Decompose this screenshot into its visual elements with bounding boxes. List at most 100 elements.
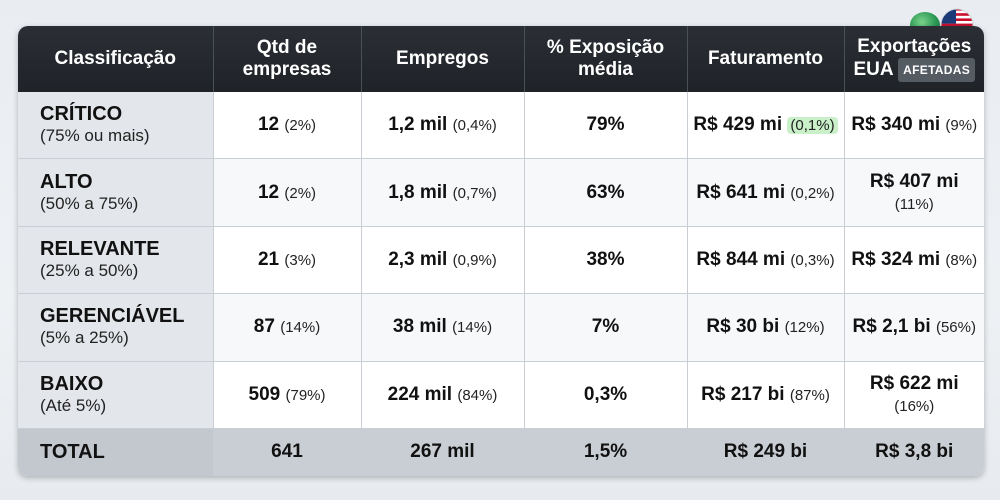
header-exportacoes-label: Exportações EUA — [853, 36, 972, 81]
total-row: TOTAL 641 267 mil 1,5% R$ 249 bi R$ 3,8 … — [18, 428, 984, 476]
header-empregos: Empregos — [361, 26, 525, 92]
cell-pct: (87%) — [789, 386, 830, 404]
cell-pct: (0,7%) — [452, 184, 497, 202]
cell-exposicao: 7% — [524, 293, 688, 362]
header-qtd-empresas: Qtd de empresas — [213, 26, 362, 92]
cell-empregos: 2,3 mil (0,9%) — [361, 226, 525, 295]
row-classificacao: GERENCIÁVEL (5% a 25%) — [18, 293, 214, 362]
row-name: RELEVANTE — [40, 237, 160, 260]
row-range: (50% a 75%) — [40, 193, 139, 213]
cell-qtd: 21 (3%) — [213, 226, 362, 295]
cell-value: R$ 641 mi — [696, 181, 786, 203]
row-range: (75% ou mais) — [40, 126, 150, 146]
row-classificacao: ALTO (50% a 75%) — [18, 158, 214, 227]
cell-value: R$ 30 bi — [706, 316, 780, 338]
header-row: Classificação Qtd de empresas Empregos %… — [18, 26, 984, 92]
cell-exposicao: 63% — [524, 158, 688, 227]
cell-exportacoes: R$ 622 mi (16%) — [844, 361, 984, 429]
table-row: GERENCIÁVEL (5% a 25%) 87 (14%) 38 mil (1… — [18, 293, 984, 362]
cell-pct: (8%) — [945, 251, 978, 269]
cell-pct: (12%) — [784, 319, 825, 337]
cell-faturamento: R$ 30 bi (12%) — [687, 293, 845, 362]
row-range: (5% a 25%) — [40, 328, 129, 348]
cell-faturamento: R$ 217 bi (87%) — [687, 361, 845, 429]
cell-value: R$ 844 mi — [696, 248, 786, 270]
cell-exposicao: 0,3% — [524, 361, 688, 429]
header-classificacao: Classificação — [18, 26, 214, 92]
cell-pct-highlight: (0,1%) — [787, 117, 838, 135]
cell-pct: (14%) — [280, 319, 321, 337]
cell-pct: (16%) — [894, 397, 935, 415]
cell-value: 509 — [248, 383, 281, 405]
row-classificacao: BAIXO (Até 5%) — [18, 361, 214, 429]
cell-value: 12 — [257, 181, 280, 203]
table-row: CRÍTICO (75% ou mais) 12 (2%) 1,2 mil (0,… — [18, 92, 984, 160]
header-faturamento: Faturamento — [687, 26, 845, 92]
cell-pct: (2%) — [284, 184, 317, 202]
row-classificacao: RELEVANTE (25% a 50%) — [18, 226, 214, 295]
cell-exportacoes: R$ 340 mi (9%) — [844, 92, 984, 160]
row-range: (Até 5%) — [40, 395, 107, 415]
cell-value: 12 — [257, 114, 280, 136]
cell-value: R$ 340 mi — [851, 114, 941, 136]
cell-faturamento: R$ 641 mi (0,2%) — [687, 158, 845, 227]
cell-pct: (56%) — [935, 319, 976, 337]
cell-qtd: 87 (14%) — [213, 293, 362, 362]
cell-exportacoes: R$ 324 mi (8%) — [844, 226, 984, 295]
cell-value: 1,8 mil — [388, 181, 448, 203]
total-qtd: 641 — [213, 428, 362, 476]
cell-qtd: 12 (2%) — [213, 158, 362, 227]
cell-pct: (0,4%) — [452, 117, 497, 135]
table-row: BAIXO (Até 5%) 509 (79%) 224 mil (84%) 0,… — [18, 361, 984, 429]
cell-pct: (79%) — [285, 386, 326, 404]
header-exposicao: % Exposição média — [524, 26, 688, 92]
cell-pct: (3%) — [284, 251, 317, 269]
row-name: GERENCIÁVEL — [40, 305, 185, 328]
cell-value: R$ 407 mi — [869, 170, 959, 192]
cell-pct: (84%) — [457, 386, 498, 404]
cell-value: R$ 429 mi — [693, 114, 783, 136]
cell-value: 21 — [257, 248, 280, 270]
row-range: (25% a 50%) — [40, 260, 139, 280]
total-faturamento: R$ 249 bi — [687, 428, 845, 476]
cell-value: 38 mil — [392, 316, 447, 338]
cell-pct: (0,9%) — [452, 251, 497, 269]
cell-value: R$ 324 mi — [851, 248, 941, 270]
table-row: RELEVANTE (25% a 50%) 21 (3%) 2,3 mil (0,… — [18, 226, 984, 295]
cell-value: R$ 217 bi — [701, 383, 785, 405]
cell-value: 87 — [253, 316, 275, 338]
cell-faturamento: R$ 844 mi (0,3%) — [687, 226, 845, 295]
row-classificacao: CRÍTICO (75% ou mais) — [18, 92, 214, 160]
exposure-table-card: Classificação Qtd de empresas Empregos %… — [18, 26, 984, 476]
afetadas-badge: AFETADAS — [898, 58, 976, 82]
cell-pct: (11%) — [894, 195, 934, 213]
row-name: BAIXO — [40, 372, 104, 395]
cell-exportacoes: R$ 2,1 bi (56%) — [844, 293, 984, 362]
header-exportacoes: Exportações EUA AFETADAS — [844, 26, 984, 92]
total-label: TOTAL — [18, 428, 214, 476]
cell-value: 2,3 mil — [388, 248, 448, 270]
exposure-table: Classificação Qtd de empresas Empregos %… — [18, 26, 984, 476]
cell-faturamento: R$ 429 mi (0,1%) — [687, 92, 845, 160]
table-row: ALTO (50% a 75%) 12 (2%) 1,8 mil (0,7%) 6… — [18, 158, 984, 227]
cell-pct: (2%) — [284, 117, 317, 135]
cell-pct: (14%) — [452, 319, 493, 337]
total-exposicao: 1,5% — [524, 428, 688, 476]
row-name: CRÍTICO — [40, 103, 123, 126]
cell-qtd: 12 (2%) — [213, 92, 362, 160]
cell-value: R$ 2,1 bi — [852, 316, 931, 338]
cell-pct: (9%) — [945, 117, 978, 135]
cell-exposicao: 79% — [524, 92, 688, 160]
cell-empregos: 1,8 mil (0,7%) — [361, 158, 525, 227]
cell-value: 224 mil — [387, 383, 453, 405]
cell-qtd: 509 (79%) — [213, 361, 362, 429]
cell-empregos: 1,2 mil (0,4%) — [361, 92, 525, 160]
total-exportacoes: R$ 3,8 bi — [844, 428, 984, 476]
cell-value: 1,2 mil — [388, 114, 448, 136]
cell-pct: (0,3%) — [790, 251, 835, 269]
total-empregos: 267 mil — [361, 428, 525, 476]
cell-value: R$ 622 mi — [869, 372, 959, 394]
cell-pct: (0,2%) — [790, 184, 835, 202]
cell-exposicao: 38% — [524, 226, 688, 295]
row-name: ALTO — [40, 170, 93, 193]
